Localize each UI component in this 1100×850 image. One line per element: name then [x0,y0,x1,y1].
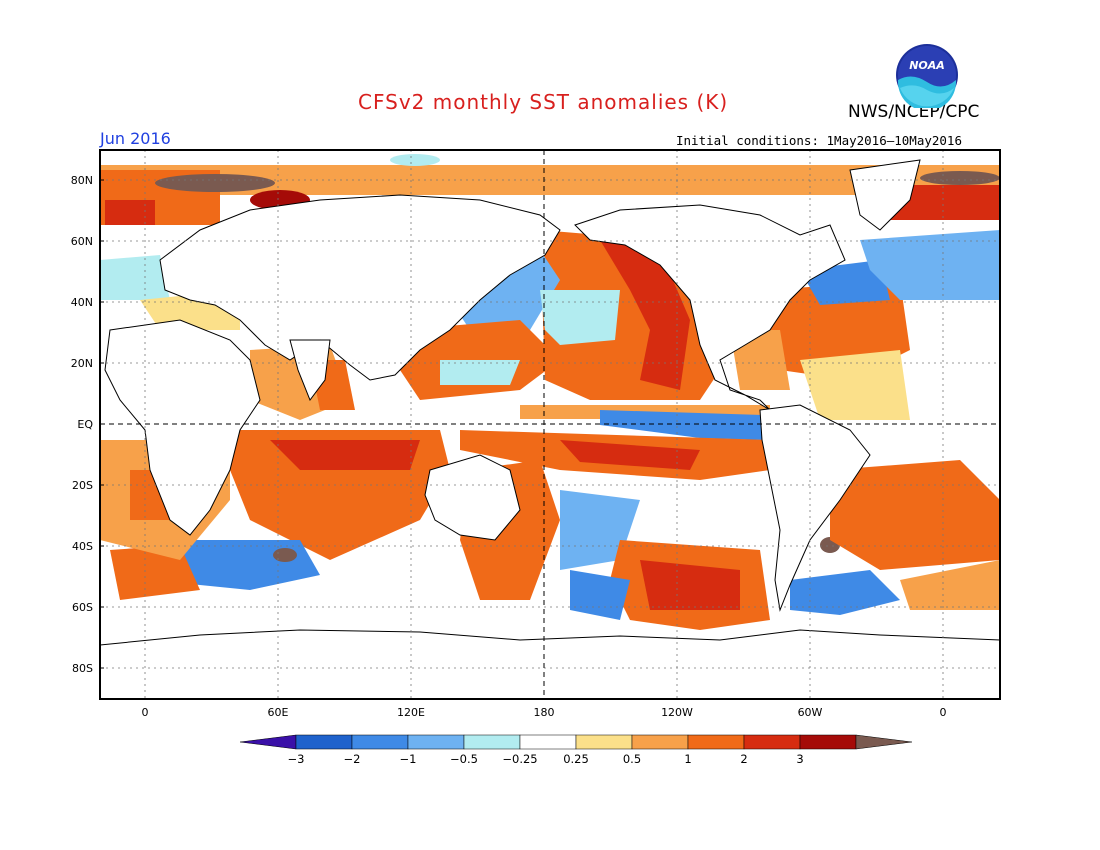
colorbar-swatch [519,734,577,750]
colorbar-tick-label: −2 [344,752,361,766]
lat-label: 60N [71,235,93,248]
map-title: CFSv2 monthly SST anomalies (K) [358,90,729,114]
colorbar-tick-label: 2 [740,752,747,766]
lon-label: 180 [534,706,555,719]
logo-text: NOAA [909,59,945,72]
lon-label: 60W [798,706,823,719]
lon-label: 60E [268,706,289,719]
colorbar-tick-label: 3 [796,752,803,766]
colorbar-tick-label: −1 [400,752,417,766]
colorbar-tick-label: 1 [684,752,691,766]
lat-label: 40N [71,296,93,309]
lon-label: 0 [142,706,149,719]
colorbar-swatch [351,734,409,750]
colorbar-swatch [463,734,521,750]
organization-label: NWS/NCEP/CPC [848,102,980,122]
lat-label: 80N [71,174,93,187]
lat-label: 60S [72,601,93,614]
colorbar-swatch [575,734,633,750]
colorbar-tick-label: −0.25 [502,752,537,766]
colorbar-arrow-high [855,734,913,750]
colorbar-swatch [687,734,745,750]
noaa-logo-icon: NOAA [896,44,958,108]
valid-month-label: Jun 2016 [100,129,171,148]
colorbar-swatch [799,734,857,750]
colorbar-swatch [631,734,689,750]
lat-label: EQ [77,418,93,431]
lon-label: 120E [397,706,425,719]
graticule [100,150,1000,699]
lat-label: 80S [72,662,93,675]
colorbar-tick-label: 0.25 [563,752,589,766]
lat-label: 20N [71,357,93,370]
initial-conditions-label: Initial conditions: 1May2016–10May2016 [676,133,962,148]
colorbar-swatch [743,734,801,750]
lon-label: 0 [940,706,947,719]
lat-label: 20S [72,479,93,492]
colorbar-arrow-low [239,734,297,750]
colorbar-swatch [295,734,353,750]
colorbar-tick-label: 0.5 [623,752,641,766]
colorbar-tick-label: −0.5 [450,752,478,766]
colorbar-tick-label: −3 [288,752,305,766]
lon-label: 120W [661,706,693,719]
map-field [100,150,1000,699]
lat-label: 40S [72,540,93,553]
colorbar-swatch [407,734,465,750]
